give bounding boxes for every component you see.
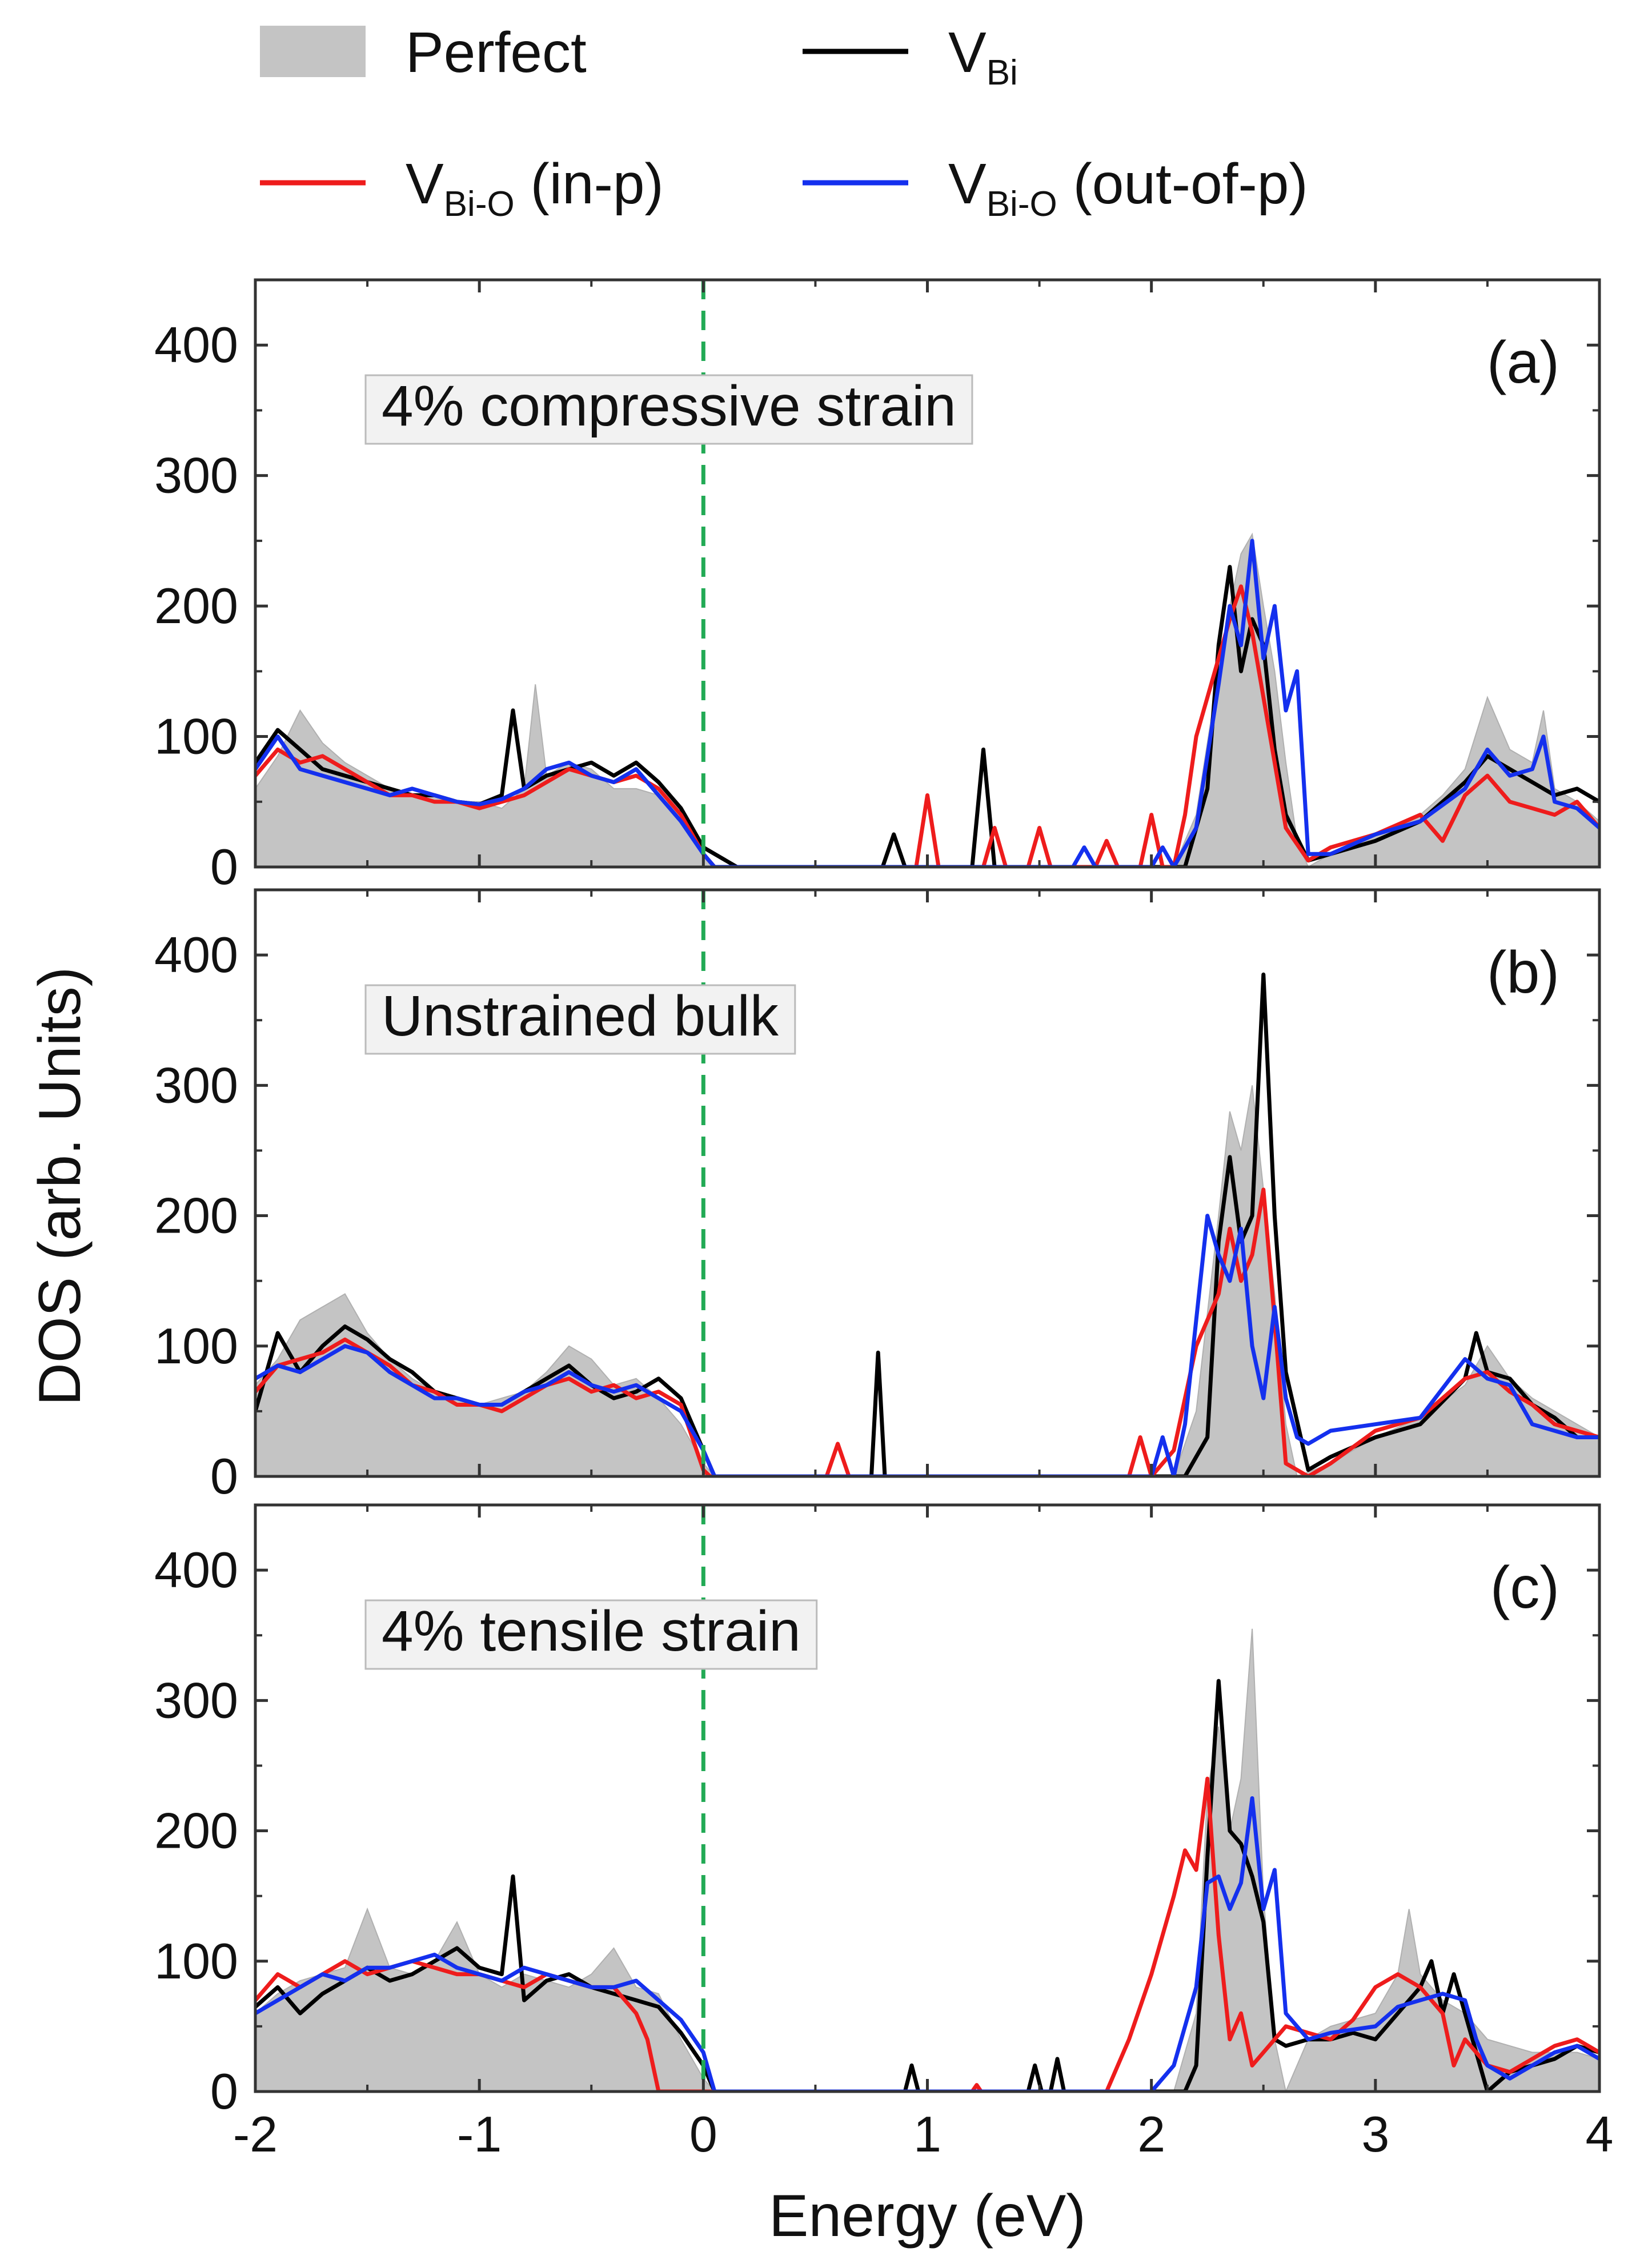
panel-1: 0 100 200 300 400 (b) Unstrained bulk <box>154 888 1601 1504</box>
y-tick-label: 400 <box>154 1542 238 1598</box>
panel-0: 0 100 200 300 400 (a) 4% compressive strain <box>154 278 1601 895</box>
vbi-line-series <box>255 1679 1599 2092</box>
perfect-area-series <box>255 1628 1599 2092</box>
strain-label-box <box>364 984 796 1055</box>
strain-label-box <box>364 1599 818 1670</box>
chart-panels: 0 100 200 300 400 (a) 4% compressive strain 0 10… <box>154 278 1601 2120</box>
y-axis-title: DOS (arb. Units) <box>27 967 93 1406</box>
y-tick-label: 200 <box>154 1803 238 1859</box>
panel-letter: (c) <box>1490 1555 1559 1621</box>
perfect-area-series <box>255 1085 1599 1476</box>
panel-frame <box>254 278 1601 869</box>
strain-label-text: 4% compressive strain <box>382 374 956 438</box>
strain-label-box <box>364 374 973 445</box>
panel-letter: (b) <box>1487 940 1559 1006</box>
vbio-out-line-series <box>255 1214 1599 1476</box>
perfect-area-series <box>255 532 1599 867</box>
y-axis: DOS (arb. Units) <box>27 967 93 1406</box>
x-tick-label: 2 <box>1137 2106 1165 2162</box>
panel-letter: (a) <box>1487 330 1559 396</box>
y-tick-label: 100 <box>154 1933 238 1989</box>
vbio-in-line-series <box>255 1776 1599 2092</box>
panel-2: 0 100 200 300 400 (c) 4% tensile strain <box>154 1503 1601 2120</box>
legend: Perfect VBi VBi-O (in-p) VBi-O (out-of-p) <box>260 21 1308 224</box>
legend-item-vbio-in: VBi-O (in-p) <box>260 152 664 224</box>
legend-label: VBi <box>948 21 1018 93</box>
x-tick-label: -1 <box>457 2106 502 2162</box>
legend-label: Perfect <box>406 21 587 85</box>
x-tick-label: 4 <box>1586 2106 1614 2162</box>
x-tick-label: -2 <box>233 2106 278 2162</box>
y-tick-label: 0 <box>210 2063 238 2120</box>
vbio-in-line-series <box>255 1187 1599 1476</box>
strain-label-text: Unstrained bulk <box>382 984 779 1048</box>
y-tick-label: 300 <box>154 1057 238 1113</box>
y-tick-label: 0 <box>210 1448 238 1504</box>
strain-label: Unstrained bulk <box>364 984 796 1055</box>
legend-label: VBi-O (in-p) <box>406 152 664 224</box>
strain-label: 4% compressive strain <box>364 374 973 445</box>
x-axis-title: Energy (eV) <box>769 2183 1086 2249</box>
vbi-line-series <box>255 972 1599 1476</box>
y-tick-label: 100 <box>154 708 238 765</box>
x-axis: -2 -1 0 1 2 3 4 Energy (eV) <box>233 2106 1614 2249</box>
y-tick-label: 0 <box>210 838 238 895</box>
x-tick-label: 0 <box>689 2106 717 2162</box>
y-tick-label: 300 <box>154 447 238 504</box>
vbio-out-line-series <box>255 1796 1599 2092</box>
legend-swatch <box>260 26 366 77</box>
legend-item-vbio-out: VBi-O (out-of-p) <box>803 152 1308 224</box>
x-tick-label: 1 <box>913 2106 941 2162</box>
y-tick-label: 200 <box>154 1187 238 1244</box>
y-tick-label: 400 <box>154 926 238 983</box>
panel-frame <box>254 888 1601 1478</box>
y-tick-label: 100 <box>154 1318 238 1374</box>
y-tick-label: 200 <box>154 577 238 634</box>
strain-label: 4% tensile strain <box>364 1599 818 1670</box>
legend-label: VBi-O (out-of-p) <box>948 152 1308 224</box>
y-tick-label: 400 <box>154 316 238 373</box>
vbio-in-line-series <box>255 584 1599 867</box>
vbio-out-line-series <box>255 539 1599 867</box>
y-tick-label: 300 <box>154 1672 238 1728</box>
legend-item-perfect: Perfect <box>260 21 587 85</box>
strain-label-text: 4% tensile strain <box>382 1599 801 1663</box>
legend-item-vbi: VBi <box>803 21 1018 93</box>
x-tick-label: 3 <box>1361 2106 1389 2162</box>
